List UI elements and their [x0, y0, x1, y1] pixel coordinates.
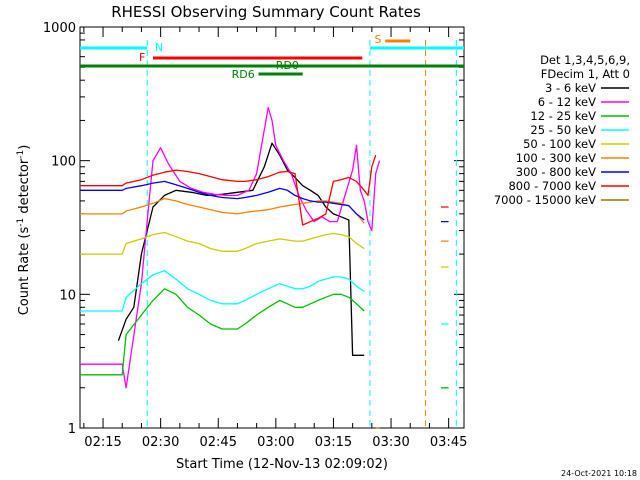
y-axis-label: Count Rate (s-1 detector-1): [16, 145, 32, 316]
legend-header-line-2: FDecim 1, Att 0: [541, 67, 630, 81]
flag-label-n: N: [155, 41, 163, 54]
plot-frame: [79, 26, 465, 429]
x-tick-labels: 02:15 02:30 02:45 03:00 03:15 03:30 03:45: [84, 435, 467, 450]
x-tick-label: 03:30: [372, 435, 409, 450]
legend-entry-label: 50 - 100 keV: [523, 137, 596, 151]
flag-label-f: F: [139, 51, 145, 64]
legend-entry-label: 25 - 50 keV: [530, 123, 596, 137]
y-tick-labels: 1 10 100 1000: [43, 21, 76, 437]
legend-entry-label: 3 - 6 keV: [545, 81, 596, 95]
x-tick-label: 03:00: [257, 435, 294, 450]
plot-area: [79, 26, 465, 429]
y-axis-label-part1: Count Rate (s: [17, 227, 32, 316]
series-line: [80, 106, 381, 389]
series-line: [80, 231, 449, 268]
y-tick-label: 100: [51, 155, 76, 170]
series-line: [80, 288, 449, 389]
series-line: [80, 270, 449, 325]
legend-entry-label: 800 - 7000 keV: [508, 179, 596, 193]
chart-title: RHESSI Observing Summary Count Rates: [111, 3, 421, 21]
flag-label-rd0: RD0: [276, 59, 299, 72]
x-axis-label: Start Time (12-Nov-13 02:09:02): [176, 457, 388, 472]
series-line: [80, 154, 449, 226]
x-tick-label: 02:15: [84, 435, 121, 450]
axis-ticks: [80, 27, 464, 429]
y-axis-label-part2: detector: [17, 158, 32, 218]
legend-entry-label: 300 - 800 keV: [516, 165, 596, 179]
legend-entry-label: 6 - 12 keV: [538, 95, 596, 109]
legend-entry-label: 12 - 25 keV: [530, 109, 596, 123]
flag-label-s: S: [374, 33, 381, 46]
flag-label-rd6: RD6: [232, 68, 255, 81]
y-tick-label: 1000: [43, 21, 76, 36]
series-layer: [80, 106, 449, 429]
legend-header-line-1: Det 1,3,4,5,6,9,: [540, 53, 630, 67]
annotation-layer: NF S RD0 RD6: [80, 33, 464, 428]
y-axis-label-part3: ): [17, 145, 32, 150]
series-line: [117, 142, 365, 356]
y-tick-label: 1: [68, 422, 76, 437]
footer-timestamp: 24-Oct-2021 10:18: [561, 469, 637, 478]
legend: Det 1,3,4,5,6,9, FDecim 1, Att 0 3 - 6 k…: [494, 53, 630, 207]
legend-entry-label: 7000 - 15000 keV: [494, 193, 596, 207]
x-tick-label: 03:15: [315, 435, 352, 450]
series-line: [80, 197, 449, 242]
y-axis-label-sup2: -1: [16, 150, 26, 159]
x-tick-label: 02:30: [142, 435, 179, 450]
x-tick-label: 02:45: [200, 435, 237, 450]
x-tick-label: 03:45: [430, 435, 467, 450]
series-line: [80, 180, 449, 223]
y-axis-label-sup1: -1: [16, 218, 26, 227]
y-tick-label: 10: [59, 288, 76, 303]
legend-entry-label: 100 - 300 keV: [516, 151, 596, 165]
